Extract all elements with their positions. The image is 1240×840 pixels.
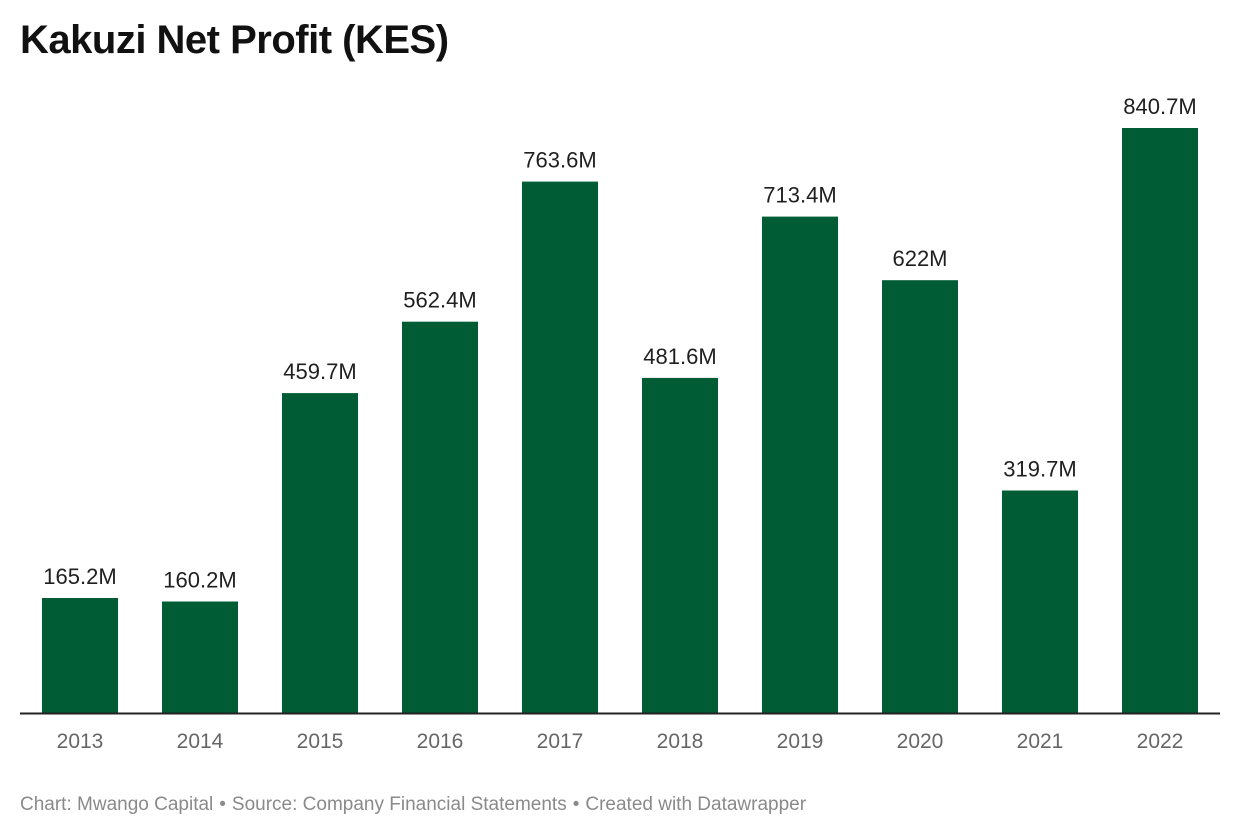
value-label-2016: 562.4M: [403, 288, 476, 313]
bar-2021[interactable]: [1002, 490, 1078, 714]
chart-footer: Chart: Mwango Capital • Source: Company Fi…: [20, 794, 806, 816]
bar-2016[interactable]: [402, 321, 478, 713]
x-tick-label-2018: 2018: [657, 730, 704, 753]
bar-chart: 165.2M 160.2M 459.7M 562.4M 763.6M 481.6M 713.…: [20, 94, 1220, 753]
value-label-2013: 165.2M: [43, 564, 116, 589]
bars-layer: [42, 128, 1198, 714]
value-label-2018: 481.6M: [643, 344, 716, 369]
value-label-2014: 160.2M: [163, 568, 236, 593]
bar-2014[interactable]: [162, 601, 238, 714]
bar-2017[interactable]: [522, 181, 598, 714]
value-label-2020: 622M: [892, 246, 947, 271]
footer-source: Source: Company Financial Statements: [231, 794, 567, 815]
x-tick-label-2015: 2015: [297, 730, 344, 753]
bar-2019[interactable]: [762, 216, 838, 713]
value-label-2015: 459.7M: [283, 359, 356, 384]
bar-2018[interactable]: [642, 377, 718, 713]
bar-2013[interactable]: [42, 598, 118, 713]
bar-2020[interactable]: [882, 280, 958, 713]
x-tick-label-2017: 2017: [537, 730, 584, 753]
value-label-2017: 763.6M: [523, 148, 596, 173]
chart-title: Kakuzi Net Profit (KES): [20, 18, 449, 62]
footer-chart-credit: Chart: Mwango Capital: [20, 794, 214, 815]
bar-2015[interactable]: [282, 393, 358, 713]
value-label-2019: 713.4M: [763, 183, 836, 208]
value-labels-layer: 165.2M 160.2M 459.7M 562.4M 763.6M 481.6M 713.…: [43, 94, 1196, 593]
bar-2022[interactable]: [1122, 128, 1198, 713]
value-label-2022: 840.7M: [1123, 94, 1196, 119]
footer-separator: •: [219, 794, 226, 815]
x-tick-label-2014: 2014: [177, 730, 224, 753]
x-axis-ticks-layer: 2013 2014 2015 2016 2017 2018 2019 2020 2021 2022: [57, 730, 1184, 753]
x-tick-label-2019: 2019: [777, 730, 824, 753]
x-tick-label-2022: 2022: [1137, 730, 1184, 753]
x-tick-label-2020: 2020: [897, 730, 944, 753]
x-tick-label-2013: 2013: [57, 730, 104, 753]
x-tick-label-2021: 2021: [1017, 730, 1064, 753]
x-tick-label-2016: 2016: [417, 730, 464, 753]
value-label-2021: 319.7M: [1003, 457, 1076, 482]
footer-separator: •: [572, 794, 580, 815]
footer-created-with-link[interactable]: Created with Datawrapper: [585, 794, 807, 815]
